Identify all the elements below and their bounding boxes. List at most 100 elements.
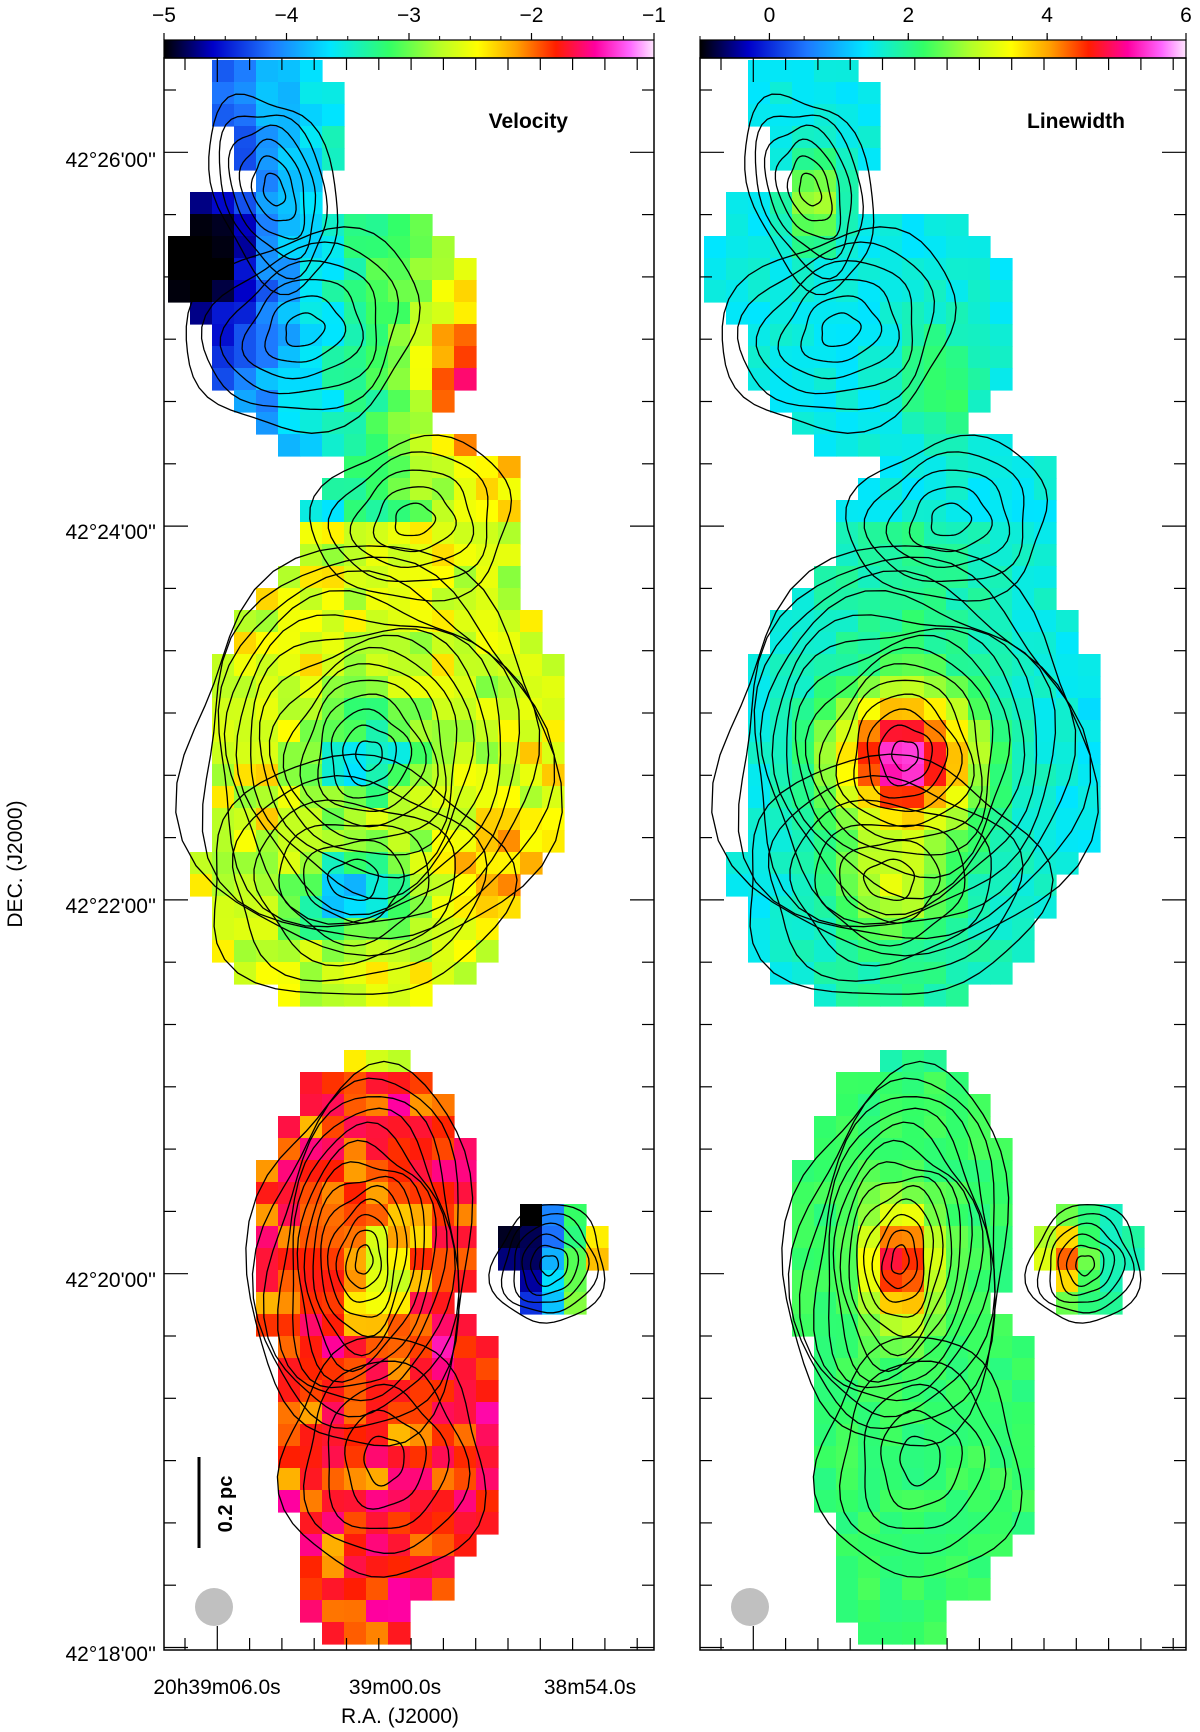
linewidth-pixel: [858, 1336, 881, 1359]
velocity-pixel: [344, 1490, 367, 1513]
velocity-pixel: [322, 742, 345, 765]
velocity-pixel: [388, 258, 411, 281]
dec-tick-label: 42°24'00'': [65, 521, 156, 544]
velocity-pixel: [366, 1116, 389, 1139]
velocity-pixel: [476, 808, 499, 831]
colorbar-tick-label: −5: [152, 4, 176, 27]
velocity-pixel: [300, 82, 323, 105]
velocity-pixel: [498, 742, 521, 765]
linewidth-pixel: [990, 368, 1013, 391]
intensity-contour: [744, 93, 875, 296]
velocity-pixel: [300, 126, 323, 149]
intensity-contour: [488, 1203, 606, 1324]
linewidth-pixel: [902, 1468, 925, 1491]
linewidth-pixel: [924, 280, 947, 303]
velocity-pixel: [432, 676, 455, 699]
velocity-pixel: [212, 896, 235, 919]
velocity-pixel: [388, 1094, 411, 1117]
linewidth-pixel: [858, 368, 881, 391]
velocity-pixel: [454, 874, 477, 897]
linewidth-pixel: [792, 280, 815, 303]
linewidth-pixel: [858, 522, 881, 545]
intensity-contour: [278, 824, 430, 947]
intensity-contour: [330, 708, 413, 799]
linewidth-pixel: [858, 302, 881, 325]
linewidth-pixel: [880, 522, 903, 545]
velocity-pixel: [212, 236, 235, 259]
linewidth-pixel: [902, 1270, 925, 1293]
linewidth-pixel: [946, 588, 969, 611]
linewidth-pixel: [792, 698, 815, 721]
velocity-pixel: [300, 544, 323, 567]
velocity-panel-frame: [163, 57, 655, 1651]
linewidth-pixel: [1012, 808, 1035, 831]
linewidth-pixel: [1078, 654, 1101, 677]
intensity-contour: [813, 1107, 992, 1402]
velocity-pixel: [432, 588, 455, 611]
velocity-pixel: [300, 1446, 323, 1469]
linewidth-pixel: [792, 82, 815, 105]
velocity-pixel: [344, 830, 367, 853]
linewidth-pixel: [836, 896, 859, 919]
linewidth-pixel: [836, 1578, 859, 1601]
velocity-pixel: [542, 654, 565, 677]
intensity-contour: [866, 708, 949, 799]
linewidth-pixel: [990, 1490, 1013, 1513]
linewidth-pixel: [902, 1380, 925, 1403]
colorbar-tick-label: −1: [642, 4, 666, 27]
linewidth-pixel: [902, 434, 925, 457]
velocity-pixel: [344, 676, 367, 699]
velocity-pixel: [410, 1380, 433, 1403]
velocity-pixel: [212, 60, 235, 83]
velocity-pixel: [212, 302, 235, 325]
velocity-pixel: [256, 940, 279, 963]
linewidth-pixel: [858, 1204, 881, 1227]
velocity-pixel: [344, 302, 367, 325]
linewidth-pixel: [770, 610, 793, 633]
velocity-pixel: [300, 1512, 323, 1535]
linewidth-pixel: [814, 1314, 837, 1337]
velocity-pixel: [344, 1072, 367, 1095]
velocity-pixel: [278, 742, 301, 765]
linewidth-pixel: [880, 1270, 903, 1293]
velocity-pixel: [366, 1578, 389, 1601]
linewidth-pixel: [770, 60, 793, 83]
velocity-pixel: [432, 434, 455, 457]
linewidth-pixel: [990, 654, 1013, 677]
velocity-pixel: [410, 588, 433, 611]
linewidth-pixel: [902, 610, 925, 633]
velocity-pixel: [410, 1578, 433, 1601]
velocity-pixel: [410, 1248, 433, 1271]
linewidth-pixel: [924, 896, 947, 919]
velocity-pixel: [322, 1292, 345, 1315]
linewidth-pixel: [1012, 1358, 1035, 1381]
velocity-pixel: [476, 1446, 499, 1469]
linewidth-pixel: [946, 742, 969, 765]
velocity-pixel: [366, 456, 389, 479]
velocity-pixel: [366, 280, 389, 303]
linewidth-pixel: [924, 1050, 947, 1073]
intensity-contour: [862, 1198, 935, 1318]
linewidth-pixel: [770, 654, 793, 677]
linewidth-pixel: [814, 1270, 837, 1293]
linewidth-pixel: [1012, 1446, 1035, 1469]
velocity-pixel: [366, 1160, 389, 1183]
intensity-contour: [814, 824, 966, 947]
linewidth-pixel: [880, 808, 903, 831]
velocity-pixel: [454, 1380, 477, 1403]
linewidth-pixel: [880, 434, 903, 457]
linewidth-pixel: [748, 896, 771, 919]
linewidth-pixel: [902, 280, 925, 303]
intensity-contour: [513, 1222, 590, 1304]
linewidth-pixel: [1034, 742, 1057, 765]
linewidth-pixel: [1078, 676, 1101, 699]
intensity-contour: [262, 1096, 460, 1418]
linewidth-pixel: [924, 962, 947, 985]
linewidth-pixel: [836, 500, 859, 523]
linewidth-pixel: [902, 258, 925, 281]
intensity-contour: [285, 312, 326, 348]
linewidth-pixel: [770, 82, 793, 105]
linewidth-pixel: [968, 1468, 991, 1491]
linewidth-pixel: [858, 104, 881, 127]
linewidth-panel-label: Linewidth: [1027, 110, 1125, 133]
